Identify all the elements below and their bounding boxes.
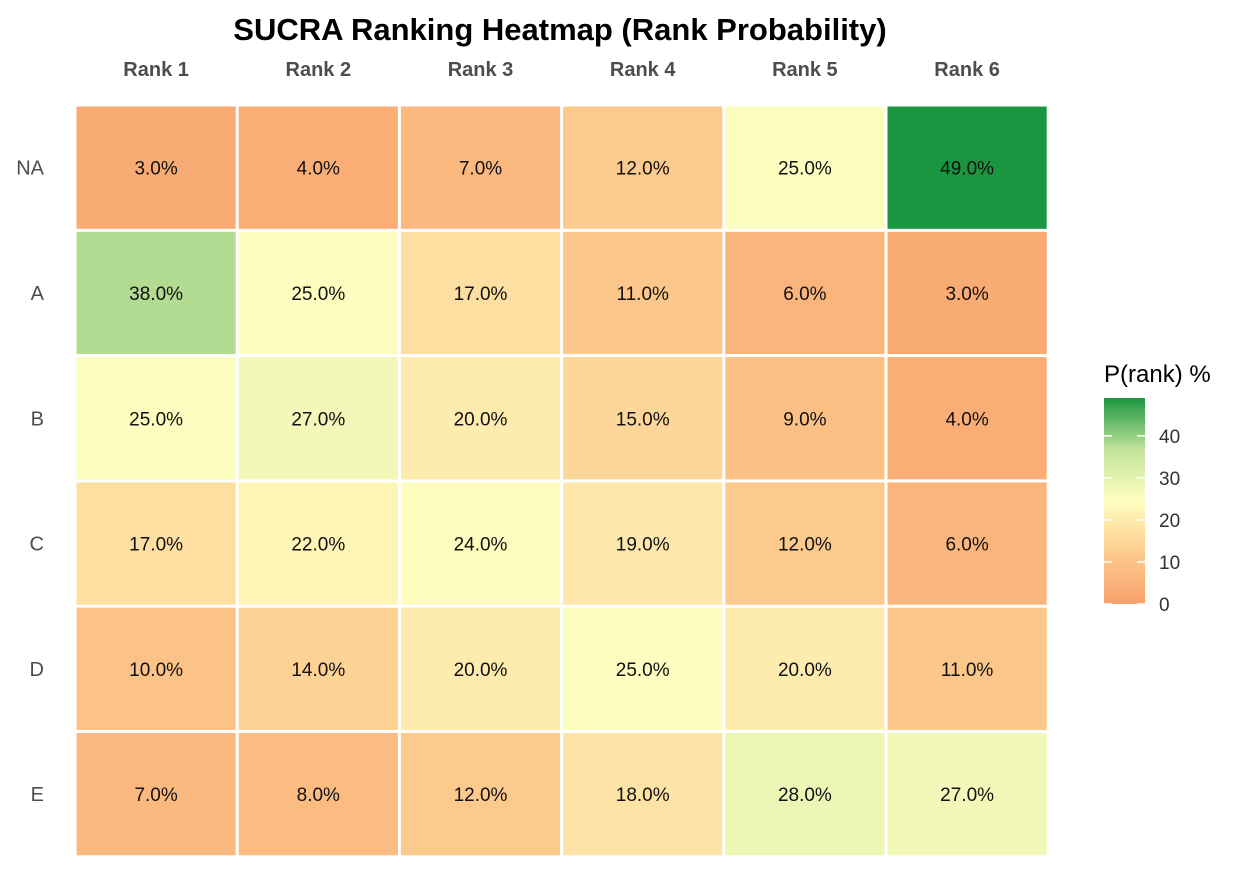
heatmap-cell (238, 733, 398, 856)
heatmap-cell (887, 231, 1047, 355)
heatmap-cell (563, 733, 723, 856)
heatmap-cell (887, 733, 1047, 856)
cell-value-label: 10.0% (129, 660, 183, 681)
heatmap-cell (725, 482, 885, 605)
heatmap-cell (887, 106, 1047, 229)
cell-value-label: 8.0% (297, 785, 340, 806)
cell-value-label: 38.0% (129, 284, 183, 305)
cell-value-label: 12.0% (616, 159, 670, 180)
column-label: Rank 6 (934, 59, 1000, 81)
row-labels: NA A B C D E (16, 158, 44, 807)
chart-title: SUCRA Ranking Heatmap (Rank Probability) (233, 12, 886, 47)
legend-color-bar (1104, 398, 1145, 604)
cell-value-label: 3.0% (134, 159, 177, 180)
legend-title: P(rank) % (1104, 361, 1211, 388)
column-label: Rank 5 (772, 59, 838, 81)
heatmap-cell (563, 482, 723, 605)
cell-value-label: 27.0% (291, 409, 345, 430)
cell-value-label: 27.0% (940, 785, 994, 806)
heatmap-cell (563, 607, 723, 730)
cell-value-label: 49.0% (940, 159, 994, 180)
cell-value-label: 15.0% (616, 409, 670, 430)
heatmap-cell (400, 231, 561, 355)
cell-value-label: 20.0% (454, 409, 508, 430)
heatmap-cell (887, 357, 1047, 480)
column-label: Rank 4 (610, 59, 676, 81)
heatmap-cell (400, 733, 561, 856)
cell-value-label: 12.0% (778, 535, 832, 556)
cell-value-label: 25.0% (616, 660, 670, 681)
heatmap-cell (76, 231, 236, 355)
cell-value-label: 25.0% (291, 284, 345, 305)
cell-value-label: 22.0% (291, 535, 345, 556)
heatmap-cell (725, 106, 885, 229)
heatmap-cell (400, 106, 561, 229)
heatmap-cell (76, 607, 236, 730)
heatmap-cell (238, 106, 398, 229)
legend-tick-label: 0 (1159, 595, 1170, 616)
row-label: NA (16, 158, 44, 180)
heatmap-cells: 3.0% 4.0% 7.0% 12.0% 25.0% 49.0% 38.0% 25.0% 17.… (76, 106, 1047, 856)
cell-value-label: 20.0% (454, 660, 508, 681)
cell-value-label: 28.0% (778, 785, 832, 806)
cell-value-label: 7.0% (134, 785, 177, 806)
heatmap-cell (400, 607, 561, 730)
heatmap-cell (238, 357, 398, 480)
row-label: A (31, 283, 45, 305)
column-label: Rank 3 (448, 59, 514, 81)
heatmap-cell (238, 607, 398, 730)
legend-tick-label: 10 (1159, 553, 1180, 574)
heatmap-cell (400, 357, 561, 480)
cell-value-label: 14.0% (291, 660, 345, 681)
row-label: D (30, 659, 44, 681)
heatmap-cell (400, 482, 561, 605)
heatmap-cell (238, 482, 398, 605)
column-label: Rank 1 (123, 59, 189, 81)
heatmap-cell (887, 607, 1047, 730)
heatmap-cell (76, 106, 236, 229)
heatmap-cell (887, 482, 1047, 605)
cell-value-label: 7.0% (459, 159, 502, 180)
cell-value-label: 12.0% (454, 785, 508, 806)
cell-value-label: 25.0% (778, 159, 832, 180)
cell-value-label: 3.0% (945, 284, 988, 305)
cell-value-label: 20.0% (778, 660, 832, 681)
legend-tick-label: 40 (1159, 427, 1180, 448)
cell-value-label: 19.0% (616, 535, 670, 556)
heatmap-cell (76, 482, 236, 605)
color-legend: P(rank) % 0 10 20 30 40 (1104, 361, 1211, 616)
legend-tick-label: 20 (1159, 511, 1180, 532)
heatmap-cell (76, 357, 236, 480)
heatmap-cell (563, 231, 723, 355)
cell-value-label: 11.0% (941, 660, 994, 681)
cell-value-label: 9.0% (783, 409, 826, 430)
cell-value-label: 6.0% (945, 535, 988, 556)
cell-value-label: 4.0% (297, 159, 340, 180)
row-label: E (31, 784, 44, 806)
heatmap-cell (563, 106, 723, 229)
legend-tick-label: 30 (1159, 469, 1180, 490)
heatmap-cell (76, 733, 236, 856)
cell-value-label: 18.0% (616, 785, 670, 806)
cell-value-label: 17.0% (454, 284, 508, 305)
cell-value-label: 4.0% (945, 409, 988, 430)
cell-value-label: 17.0% (129, 535, 183, 556)
heatmap-cell (725, 231, 885, 355)
heatmap-cell (238, 231, 398, 355)
heatmap-cell (725, 733, 885, 856)
cell-value-label: 25.0% (129, 409, 183, 430)
column-label: Rank 2 (286, 59, 352, 81)
heatmap-cell (725, 607, 885, 730)
cell-value-label: 6.0% (783, 284, 826, 305)
heatmap-cell (725, 357, 885, 480)
heatmap-cell (563, 357, 723, 480)
row-label: B (31, 408, 44, 430)
cell-value-label: 11.0% (616, 284, 669, 305)
cell-value-label: 24.0% (454, 535, 508, 556)
column-labels: Rank 1 Rank 2 Rank 3 Rank 4 Rank 5 Rank 6 (123, 59, 1000, 81)
row-label: C (30, 534, 44, 556)
